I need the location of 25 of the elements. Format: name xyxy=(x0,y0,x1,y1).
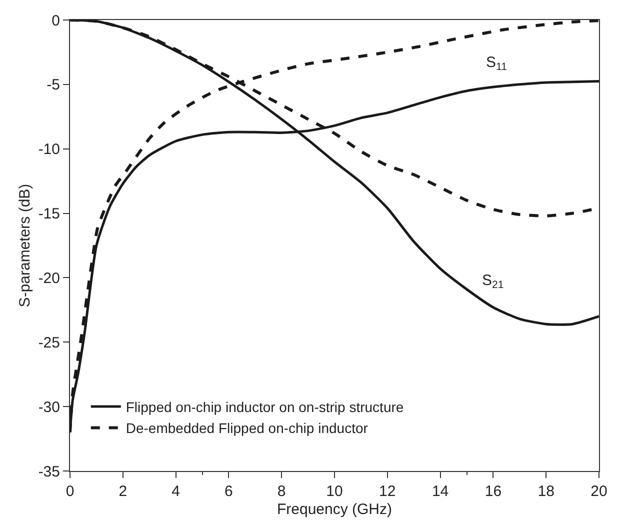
annotation: S$_{11}$ xyxy=(486,54,508,74)
y-tick-label: -10 xyxy=(38,141,60,158)
legend-label: Flipped on-chip inductor on on-strip structure xyxy=(126,399,404,415)
x-axis-title: Frequency (GHz) xyxy=(276,501,392,518)
y-tick-label: -35 xyxy=(38,463,60,480)
x-tick-label: 16 xyxy=(484,483,502,500)
x-tick-label: 12 xyxy=(379,483,396,500)
y-tick-label: 0 xyxy=(52,12,60,30)
x-tick-label: 18 xyxy=(538,483,554,500)
x-tick-label: 20 xyxy=(590,483,608,500)
y-tick-label: -20 xyxy=(38,270,60,287)
x-tick-label: 2 xyxy=(118,483,128,500)
x-tick-label: 4 xyxy=(172,483,180,500)
y-tick-label: -5 xyxy=(46,76,60,94)
annotation: S$_{21}$ xyxy=(482,272,504,292)
x-tick-label: 0 xyxy=(66,483,74,500)
legend-label: De-embedded Flipped on-chip inductor xyxy=(126,420,368,436)
x-tick-label: 6 xyxy=(224,483,233,500)
x-tick-label: 14 xyxy=(432,483,449,500)
x-tick-label: 8 xyxy=(277,483,286,500)
x-tick-label: 10 xyxy=(326,483,343,500)
y-tick-label: -15 xyxy=(38,206,60,223)
y-axis-title: S-parameters (dB) xyxy=(16,184,34,308)
y-tick-label: -25 xyxy=(38,334,60,352)
y-tick-label: -30 xyxy=(38,398,60,416)
